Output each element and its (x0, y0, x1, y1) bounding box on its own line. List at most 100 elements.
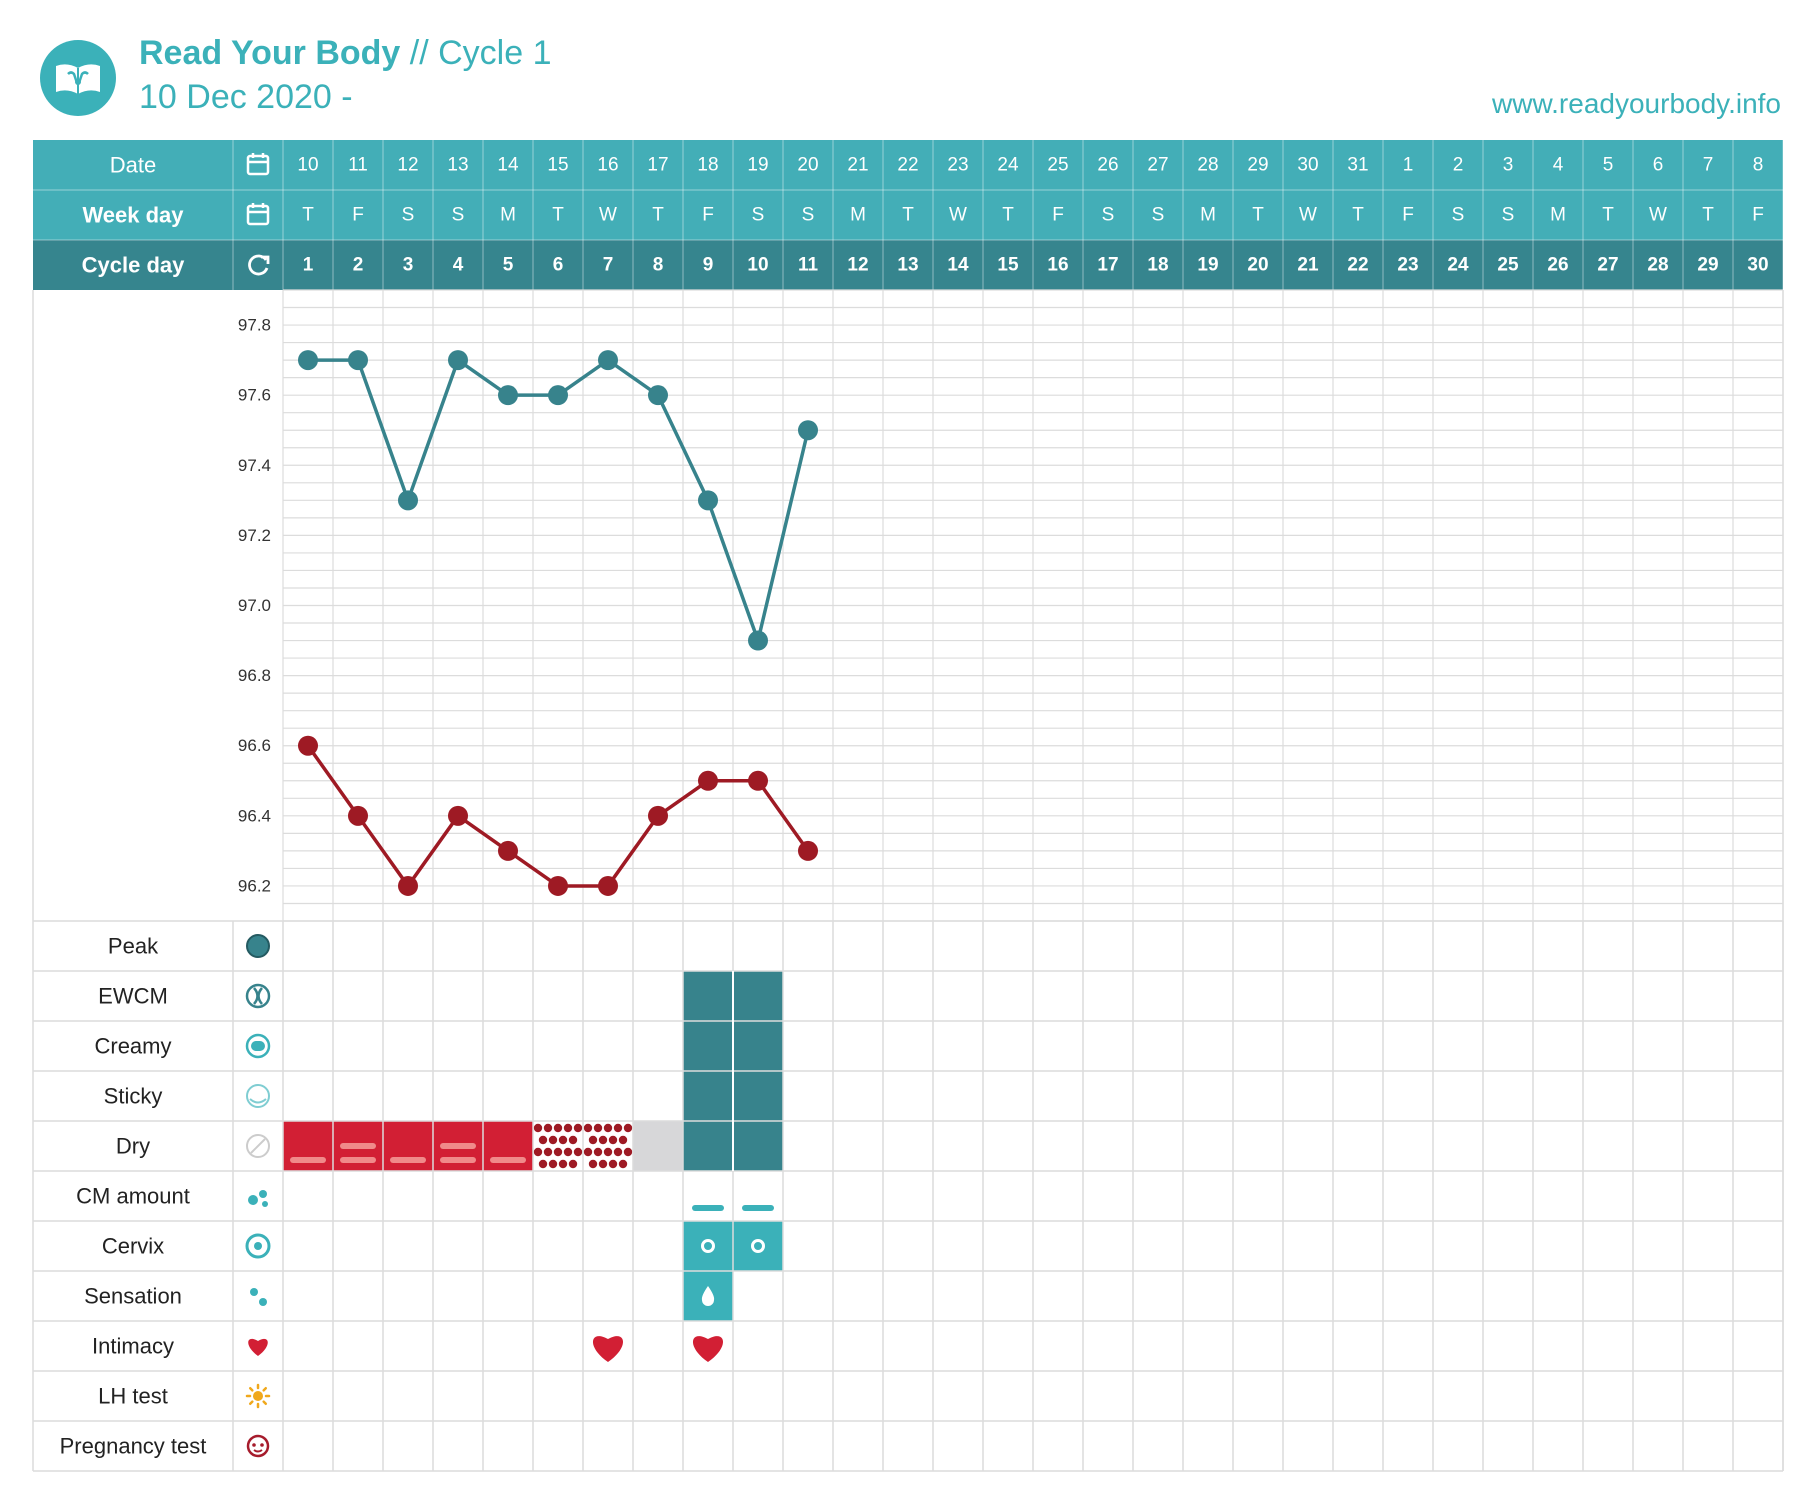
header-date-cell: 23 (947, 155, 968, 176)
header-date-cell: 10 (297, 155, 318, 176)
droplets-icon (248, 1190, 268, 1207)
y-tick-label: 96.8 (238, 666, 271, 685)
header-week_day-cell: W (1299, 205, 1317, 226)
spotting-dot (613, 1147, 623, 1157)
book-uterus-icon (40, 40, 116, 116)
header-cycle_day-cell: 16 (1047, 255, 1068, 276)
header-week_day-cell: S (1102, 205, 1115, 226)
bleeding-dash (340, 1143, 376, 1149)
temperature-point (398, 875, 418, 896)
cervix-ring-icon (245, 1233, 271, 1259)
header-week_day-cell: T (652, 205, 664, 226)
spotting-dot (573, 1147, 583, 1157)
temperature-point (498, 840, 518, 861)
bleeding-dash (290, 1157, 326, 1163)
cervix-cell (683, 1221, 733, 1271)
row-label-obs: Sticky (104, 1084, 163, 1109)
header-week_day-cell: F (702, 205, 714, 226)
header-date-cell: 22 (897, 155, 918, 176)
header-week_day-cell: F (1052, 205, 1064, 226)
sticky-icon (246, 1084, 270, 1108)
header-row-week_day (33, 190, 1783, 240)
header-date-cell: 28 (1197, 155, 1218, 176)
header-week_day-cell: S (402, 205, 415, 226)
y-tick-label: 97.8 (238, 316, 271, 335)
spotting-dot (553, 1123, 563, 1133)
y-tick-label: 97.2 (238, 526, 271, 545)
app-name: Read Your Body (139, 34, 401, 72)
sensation-drops-icon (250, 1288, 267, 1306)
temperature-point (748, 630, 768, 651)
row-label-obs: CM amount (76, 1184, 190, 1209)
row-label-obs: EWCM (98, 984, 168, 1009)
header-cycle_day-cell: 1 (303, 255, 314, 276)
peak-circle-icon (246, 934, 270, 958)
temperature-point (398, 490, 418, 511)
temperature-point (348, 805, 368, 826)
spotting-dot (538, 1159, 548, 1169)
temperature-point (598, 350, 618, 371)
row-label-cycle_day: Cycle day (82, 253, 185, 278)
cervix-mark (751, 1239, 765, 1253)
spotting-dot (588, 1159, 598, 1169)
header-row-cycle_day (33, 240, 1783, 290)
row-label-obs: LH test (98, 1384, 168, 1409)
header-date-cell: 29 (1247, 155, 1268, 176)
bleeding-heavy-cell (483, 1121, 533, 1171)
y-tick-label: 97.4 (238, 456, 271, 475)
spotting-dot (588, 1135, 598, 1145)
temperature-point (548, 385, 568, 406)
header-week_day-cell: M (1550, 205, 1566, 226)
y-tick-label: 97.6 (238, 386, 271, 405)
bleeding-none-cell (633, 1121, 683, 1171)
spotting-dot (608, 1135, 618, 1145)
bleeding-dash (440, 1143, 476, 1149)
spotting-dot (543, 1147, 553, 1157)
header-date-cell: 3 (1503, 155, 1514, 176)
spotting-dot (598, 1135, 608, 1145)
header-week_day-cell: S (1152, 205, 1165, 226)
header-week_day-cell: S (1502, 205, 1515, 226)
header-date-cell: 14 (497, 155, 519, 176)
cycle-label: // Cycle 1 (400, 34, 552, 72)
website-link[interactable]: www.readyourbody.info (1492, 88, 1781, 119)
header-cycle_day-cell: 17 (1097, 255, 1118, 276)
header-cycle_day-cell: 8 (653, 255, 664, 276)
spotting-dot (593, 1123, 603, 1133)
bleeding-dash (490, 1157, 526, 1163)
row-label-week_day: Week day (82, 203, 184, 228)
cervix-cell (733, 1221, 783, 1271)
header-cycle_day-cell: 14 (947, 255, 969, 276)
header-cycle_day-cell: 29 (1697, 255, 1718, 276)
spotting-dot (563, 1123, 573, 1133)
header-cycle_day-cell: 26 (1547, 255, 1568, 276)
spotting-dot (538, 1135, 548, 1145)
temperature-point (648, 805, 668, 826)
header-date-cell: 21 (847, 155, 868, 176)
header-date-cell: 13 (447, 155, 468, 176)
header-week_day-cell: S (452, 205, 465, 226)
header-week_day-cell: F (1752, 205, 1764, 226)
header-week_day-cell: T (1602, 205, 1614, 226)
header-cycle_day-cell: 15 (997, 255, 1019, 276)
header-date-cell: 20 (797, 155, 818, 176)
header-week_day-cell: S (752, 205, 765, 226)
temperature-point (648, 385, 668, 406)
bleeding-heavy-cell (283, 1121, 333, 1171)
header-date-cell: 12 (397, 155, 418, 176)
header-cycle_day-cell: 28 (1647, 255, 1668, 276)
heart-icon (248, 1338, 268, 1356)
header-date-cell: 25 (1047, 155, 1068, 176)
header-cycle_day-cell: 20 (1247, 255, 1268, 276)
temperature-point (698, 770, 718, 791)
spotting-dot (613, 1123, 623, 1133)
header-date-cell: 1 (1403, 155, 1414, 176)
spotting-dot (568, 1159, 578, 1169)
header-cycle_day-cell: 2 (353, 255, 364, 276)
creamy-icon (245, 1033, 271, 1059)
header-cycle_day-cell: 5 (503, 255, 514, 276)
spotting-dot (573, 1123, 583, 1133)
spotting-dot (568, 1135, 578, 1145)
header-cycle_day-cell: 25 (1497, 255, 1519, 276)
header-date-cell: 4 (1553, 155, 1564, 176)
